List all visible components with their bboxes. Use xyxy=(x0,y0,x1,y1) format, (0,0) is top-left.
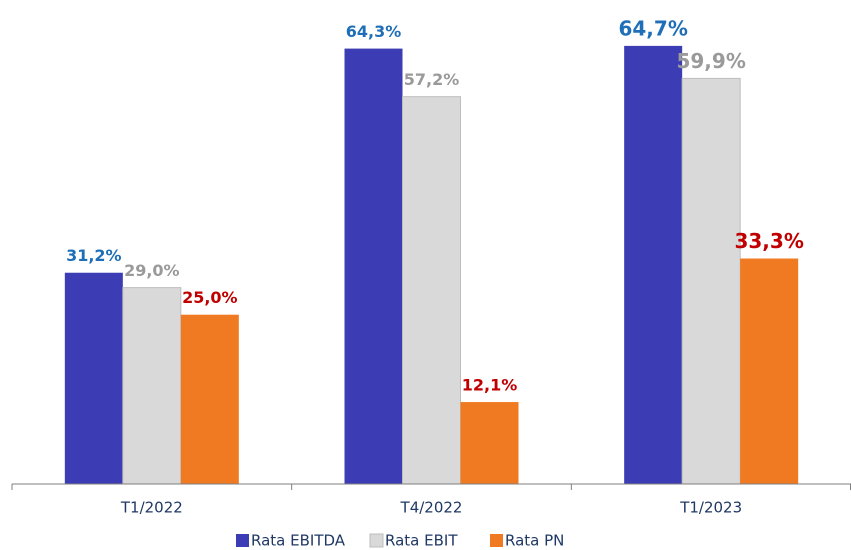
data-label: 12,1% xyxy=(462,376,518,395)
legend-label: Rata PN xyxy=(505,532,564,550)
bar xyxy=(460,402,519,484)
legend-label: Rata EBIT xyxy=(385,532,458,550)
bar xyxy=(624,45,683,484)
x-tick-label: T1/2023 xyxy=(679,499,742,517)
data-label: 64,7% xyxy=(618,16,687,40)
data-label: 25,0% xyxy=(182,288,238,307)
bar xyxy=(402,96,461,485)
bar xyxy=(344,48,403,485)
legend-swatch xyxy=(236,534,249,547)
bar xyxy=(681,77,741,485)
bar xyxy=(180,314,239,484)
x-tick-label: T1/2022 xyxy=(120,499,183,517)
legend-swatch xyxy=(490,534,503,547)
data-label: 31,2% xyxy=(66,246,122,265)
legend-swatch xyxy=(369,533,384,548)
data-label: 59,9% xyxy=(676,49,745,73)
bar xyxy=(64,272,123,484)
bar xyxy=(122,287,182,485)
data-label: 29,0% xyxy=(124,261,180,280)
data-label: 33,3% xyxy=(734,229,803,253)
x-tick-label: T4/2022 xyxy=(400,499,463,517)
legend-label: Rata EBITDA xyxy=(251,532,346,550)
bar xyxy=(740,258,799,484)
data-label: 57,2% xyxy=(404,70,460,89)
data-label: 64,3% xyxy=(346,22,402,41)
